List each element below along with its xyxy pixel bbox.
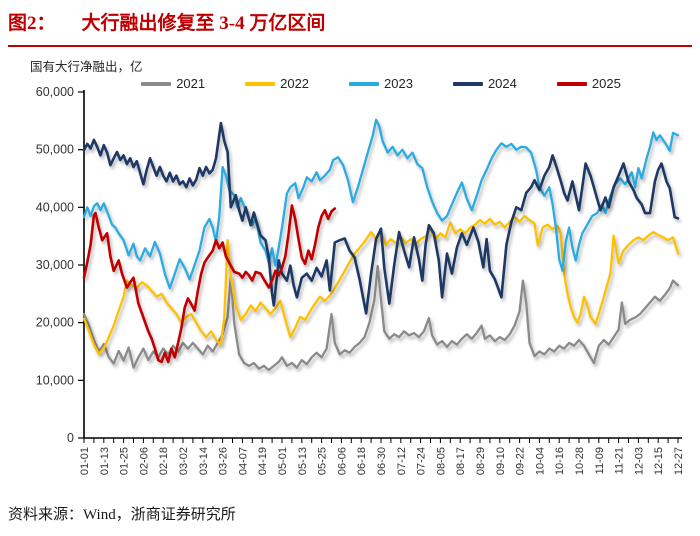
x-tick-label: 09-22 xyxy=(515,447,527,475)
x-tick-label: 12-15 xyxy=(653,447,665,475)
x-tick-label: 08-17 xyxy=(455,447,467,475)
x-tick-label: 02-06 xyxy=(138,447,150,475)
x-tick-label: 06-18 xyxy=(356,447,368,475)
legend-label-2024: 2024 xyxy=(487,76,517,91)
legend-item-2025: 2025 xyxy=(556,76,621,91)
y-axis-unit-label: 国有大行净融出，亿 xyxy=(30,60,143,74)
series-line-2021 xyxy=(82,265,680,372)
figure-number: 图2： xyxy=(8,13,56,34)
legend-item-2021: 2021 xyxy=(141,76,205,91)
x-tick-label: 06-30 xyxy=(376,447,388,475)
x-tick-label: 04-07 xyxy=(237,447,249,475)
series-line-2023 xyxy=(82,118,680,290)
x-tick-label: 10-28 xyxy=(574,447,586,475)
y-tick-label: 10,000 xyxy=(36,373,74,387)
legend-label-2025: 2025 xyxy=(591,76,621,91)
y-tick-label: 20,000 xyxy=(36,316,74,330)
axes: 0 10,000 20,000 30,000 40,000 50,000 60,000 01-… xyxy=(36,85,685,475)
figure-title: 图2： 大行融出修复至 3-4 万亿区间 xyxy=(8,8,325,35)
x-tick-label: 01-01 xyxy=(79,447,91,475)
series-line-2025 xyxy=(82,204,337,364)
x-tick-label: 04-19 xyxy=(257,447,269,475)
legend-item-2023: 2023 xyxy=(349,76,413,91)
y-tick-label: 30,000 xyxy=(36,258,74,272)
legend-swatch-2023 xyxy=(349,81,380,86)
figure-title-text: 大行融出修复至 3-4 万亿区间 xyxy=(81,13,326,34)
legend-label-2023: 2023 xyxy=(384,76,413,91)
legend-item-2024: 2024 xyxy=(452,76,517,91)
y-tick-label: 40,000 xyxy=(36,200,74,214)
x-tick-label: 09-10 xyxy=(495,447,507,475)
x-tick-label: 11-21 xyxy=(614,447,626,474)
legend-label-2021: 2021 xyxy=(176,76,206,91)
x-tick-label: 03-26 xyxy=(218,447,230,475)
x-tick-label: 05-25 xyxy=(317,447,329,475)
x-tick-label: 06-06 xyxy=(336,447,348,475)
x-tick-label: 12-27 xyxy=(673,447,685,475)
source-note: 资料来源：Wind，浙商证券研究所 xyxy=(8,507,236,523)
series-line-2022 xyxy=(82,214,680,355)
legend-item-2022: 2022 xyxy=(245,76,309,91)
x-tick-label: 08-29 xyxy=(475,447,487,475)
x-tick-label: 11-09 xyxy=(594,447,606,474)
x-tick-label: 10-16 xyxy=(554,447,566,475)
x-tick-label: 01-13 xyxy=(99,447,111,475)
x-tick-label: 02-18 xyxy=(158,447,170,475)
legend-label-2022: 2022 xyxy=(280,76,310,91)
x-tick-label: 05-01 xyxy=(277,447,289,475)
x-tick-label: 07-24 xyxy=(416,447,428,475)
y-tick-label: 50,000 xyxy=(36,143,74,157)
x-tick-label: 07-12 xyxy=(396,447,408,475)
x-tick-label: 05-13 xyxy=(297,447,309,475)
x-tick-label: 03-02 xyxy=(178,447,190,475)
y-tick-label: 0 xyxy=(67,431,74,445)
y-tick-label: 60,000 xyxy=(36,85,74,99)
x-tick-label: 10-04 xyxy=(534,447,546,475)
x-tick-label: 12-03 xyxy=(633,447,645,475)
legend-swatch-2021 xyxy=(141,81,172,86)
title-divider xyxy=(8,45,692,47)
chart-legend: 2021 2022 2023 2024 2025 xyxy=(84,76,678,91)
x-tick-label: 01-25 xyxy=(119,447,131,475)
legend-swatch-2024 xyxy=(452,81,483,86)
series-lines xyxy=(82,118,680,372)
x-tick-label: 03-14 xyxy=(198,447,210,475)
legend-swatch-2025 xyxy=(556,81,587,86)
series-line-2024 xyxy=(82,121,680,315)
legend-swatch-2022 xyxy=(245,81,276,86)
x-tick-label: 08-05 xyxy=(435,447,447,475)
